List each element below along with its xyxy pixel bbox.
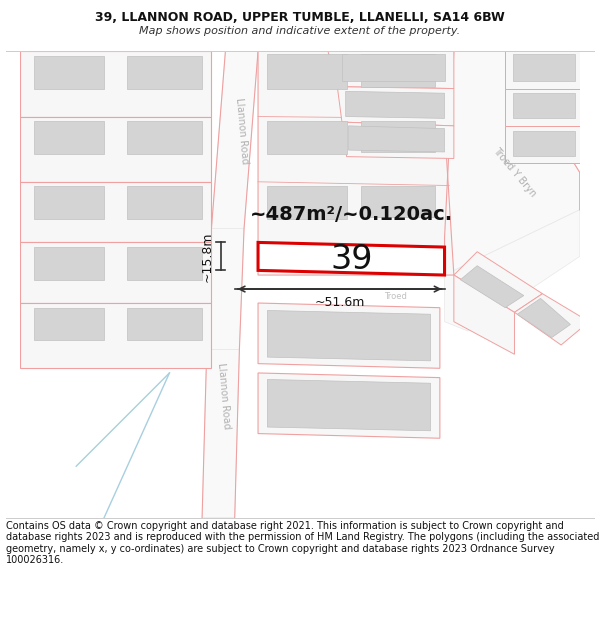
Polygon shape <box>127 121 202 154</box>
Polygon shape <box>34 121 104 154</box>
Polygon shape <box>342 122 454 159</box>
Polygon shape <box>268 379 431 431</box>
Polygon shape <box>445 51 580 275</box>
Polygon shape <box>202 349 239 518</box>
Polygon shape <box>268 121 347 154</box>
Polygon shape <box>342 54 445 81</box>
Polygon shape <box>211 51 258 228</box>
Polygon shape <box>20 51 211 116</box>
Polygon shape <box>505 89 580 126</box>
Polygon shape <box>258 303 440 368</box>
Polygon shape <box>337 87 454 126</box>
Text: ~51.6m: ~51.6m <box>314 296 365 309</box>
Polygon shape <box>445 210 580 331</box>
Polygon shape <box>361 186 435 218</box>
Polygon shape <box>460 266 524 308</box>
Polygon shape <box>34 186 104 219</box>
Text: ~15.8m: ~15.8m <box>200 231 213 282</box>
Polygon shape <box>268 54 347 89</box>
Text: 39, LLANNON ROAD, UPPER TUMBLE, LLANELLI, SA14 6BW: 39, LLANNON ROAD, UPPER TUMBLE, LLANELLI… <box>95 11 505 24</box>
Polygon shape <box>127 186 202 219</box>
Polygon shape <box>20 182 211 243</box>
Text: Troed: Troed <box>384 292 407 301</box>
Text: Map shows position and indicative extent of the property.: Map shows position and indicative extent… <box>139 26 461 36</box>
Polygon shape <box>258 51 454 275</box>
Polygon shape <box>127 308 202 341</box>
Polygon shape <box>258 373 440 438</box>
Polygon shape <box>505 126 580 163</box>
Polygon shape <box>258 242 445 275</box>
Polygon shape <box>514 294 589 345</box>
Polygon shape <box>34 308 104 341</box>
Polygon shape <box>20 242 211 303</box>
Polygon shape <box>346 91 445 118</box>
Polygon shape <box>349 126 445 152</box>
Polygon shape <box>207 228 244 349</box>
Polygon shape <box>127 247 202 280</box>
Polygon shape <box>20 303 211 368</box>
Polygon shape <box>328 51 454 89</box>
Polygon shape <box>454 275 514 354</box>
Polygon shape <box>517 298 571 338</box>
Text: Troed Y Bryn: Troed Y Bryn <box>491 146 538 199</box>
Polygon shape <box>512 54 575 81</box>
Polygon shape <box>127 56 202 89</box>
Polygon shape <box>361 54 435 87</box>
Polygon shape <box>512 131 575 156</box>
Polygon shape <box>268 311 431 361</box>
Polygon shape <box>454 252 542 312</box>
Polygon shape <box>34 247 104 280</box>
Polygon shape <box>512 93 575 118</box>
Text: Llannon Road: Llannon Road <box>235 97 250 164</box>
Text: 39: 39 <box>330 242 373 276</box>
Polygon shape <box>268 186 347 219</box>
Polygon shape <box>34 56 104 89</box>
Text: ~487m²/~0.120ac.: ~487m²/~0.120ac. <box>250 205 453 224</box>
Polygon shape <box>505 51 580 89</box>
Text: Contains OS data © Crown copyright and database right 2021. This information is : Contains OS data © Crown copyright and d… <box>6 521 599 566</box>
Text: Llannon Road: Llannon Road <box>215 362 232 430</box>
Polygon shape <box>20 116 211 182</box>
Polygon shape <box>361 121 435 152</box>
